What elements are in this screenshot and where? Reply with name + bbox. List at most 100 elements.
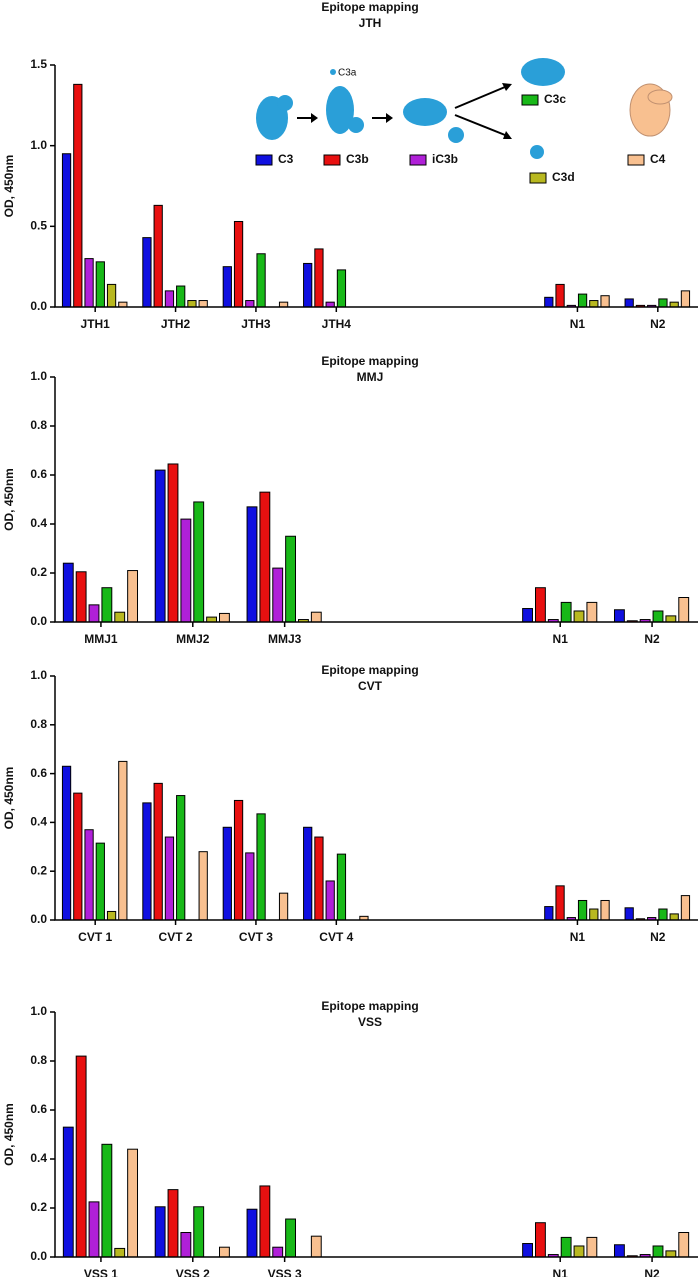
axis <box>54 377 698 623</box>
legend-label: C3c <box>544 92 566 106</box>
bar <box>589 908 599 921</box>
bar <box>658 908 668 921</box>
bar <box>222 266 232 308</box>
x-tick-label: N2 <box>644 632 660 646</box>
y-tick-label: 0.2 <box>30 863 47 877</box>
bar <box>180 1232 192 1258</box>
bar <box>118 760 128 921</box>
bar <box>198 300 208 308</box>
y-axis-label: OD, 450nm <box>2 155 16 218</box>
y-tick-label: 1.5 <box>30 57 47 71</box>
chart-subtitle: MMJ <box>357 370 384 384</box>
x-tick-label: N1 <box>570 930 586 944</box>
bar <box>95 842 105 921</box>
bar <box>573 610 585 623</box>
legend-swatch <box>529 172 547 184</box>
legend-label: C3d <box>552 170 575 184</box>
bar <box>176 795 186 921</box>
y-tick-label: 0.8 <box>30 418 47 432</box>
chart-title: Epitope mapping <box>321 999 418 1013</box>
x-tick-label: JTH1 <box>81 317 111 331</box>
bar <box>142 237 152 308</box>
legend-label: C3b <box>346 152 369 166</box>
bar <box>624 907 634 921</box>
bar <box>88 1201 100 1258</box>
y-tick-label: 1.0 <box>30 668 47 682</box>
bar <box>336 853 347 921</box>
y-axis-label: OD, 450nm <box>2 767 16 830</box>
bar <box>522 1243 533 1258</box>
bar <box>573 1245 585 1258</box>
bar <box>187 300 197 308</box>
bar <box>62 562 74 623</box>
bar <box>310 1235 322 1258</box>
bar <box>613 609 625 623</box>
bar <box>167 463 179 623</box>
bar <box>272 1246 284 1258</box>
legend-label: iC3b <box>432 152 458 166</box>
bar <box>259 1185 271 1258</box>
y-axis-label: OD, 450nm <box>2 1103 16 1166</box>
bar <box>180 518 192 623</box>
x-tick-label: N1 <box>553 632 569 646</box>
bar <box>245 300 255 308</box>
bar <box>167 1189 179 1258</box>
x-tick-label: VSS 2 <box>176 1267 210 1277</box>
bar <box>560 601 572 623</box>
annotation: C3a <box>338 68 357 79</box>
bar <box>114 611 126 623</box>
bar <box>62 1126 74 1258</box>
bar <box>193 1206 205 1258</box>
bar <box>101 587 113 623</box>
bar <box>219 1246 230 1258</box>
bar <box>106 910 117 921</box>
y-tick-label: 1.0 <box>30 369 47 383</box>
y-tick-label: 0.0 <box>30 1249 47 1263</box>
bar <box>193 501 205 623</box>
pathway-diagram <box>256 58 673 159</box>
bar <box>303 826 313 921</box>
y-tick-label: 0.6 <box>30 467 47 481</box>
legend-swatch <box>255 154 273 166</box>
bar <box>233 799 244 921</box>
x-tick-label: CVT 2 <box>159 930 193 944</box>
y-tick-label: 0.5 <box>30 219 47 233</box>
bar <box>73 83 83 308</box>
y-tick-label: 0.0 <box>30 912 47 926</box>
bar <box>678 597 690 623</box>
y-tick-label: 0.8 <box>30 1053 47 1067</box>
bar <box>272 567 284 623</box>
bar <box>586 1236 598 1258</box>
bar <box>164 290 175 308</box>
bar <box>544 296 554 308</box>
bar <box>256 813 266 921</box>
bar <box>325 880 335 921</box>
bar <box>577 293 588 308</box>
x-tick-label: CVT 4 <box>319 930 353 944</box>
bar <box>114 1247 126 1258</box>
bar <box>586 601 598 623</box>
y-tick-label: 0.0 <box>30 614 47 628</box>
bar <box>259 491 271 623</box>
bar <box>577 899 588 921</box>
bar <box>127 570 139 623</box>
x-tick-label: CVT 1 <box>78 930 112 944</box>
y-tick-label: 0.6 <box>30 766 47 780</box>
bar <box>555 283 565 308</box>
bar <box>522 608 533 623</box>
x-tick-label: JTH3 <box>241 317 271 331</box>
axis <box>54 676 698 921</box>
bar <box>624 298 634 308</box>
y-tick-label: 1.0 <box>30 138 47 152</box>
y-axis-label: OD, 450nm <box>2 468 16 531</box>
bar <box>88 604 100 623</box>
axis <box>54 65 698 308</box>
bar <box>61 153 72 308</box>
bar <box>246 506 258 623</box>
bar <box>285 535 297 623</box>
bar <box>176 285 186 308</box>
bar <box>84 258 94 308</box>
bar <box>153 782 163 921</box>
legend-label: C4 <box>650 152 666 166</box>
